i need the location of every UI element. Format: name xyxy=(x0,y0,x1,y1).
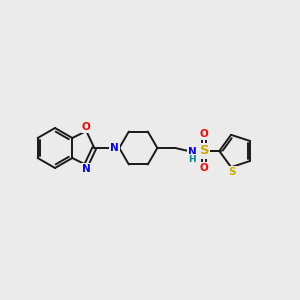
Text: N: N xyxy=(110,143,119,153)
Text: O: O xyxy=(82,122,91,132)
Text: N: N xyxy=(188,147,197,157)
Text: O: O xyxy=(200,163,209,173)
Text: N: N xyxy=(82,164,91,174)
Text: S: S xyxy=(228,167,236,177)
Text: H: H xyxy=(188,154,196,164)
Text: O: O xyxy=(200,129,209,139)
Text: S: S xyxy=(200,145,209,158)
